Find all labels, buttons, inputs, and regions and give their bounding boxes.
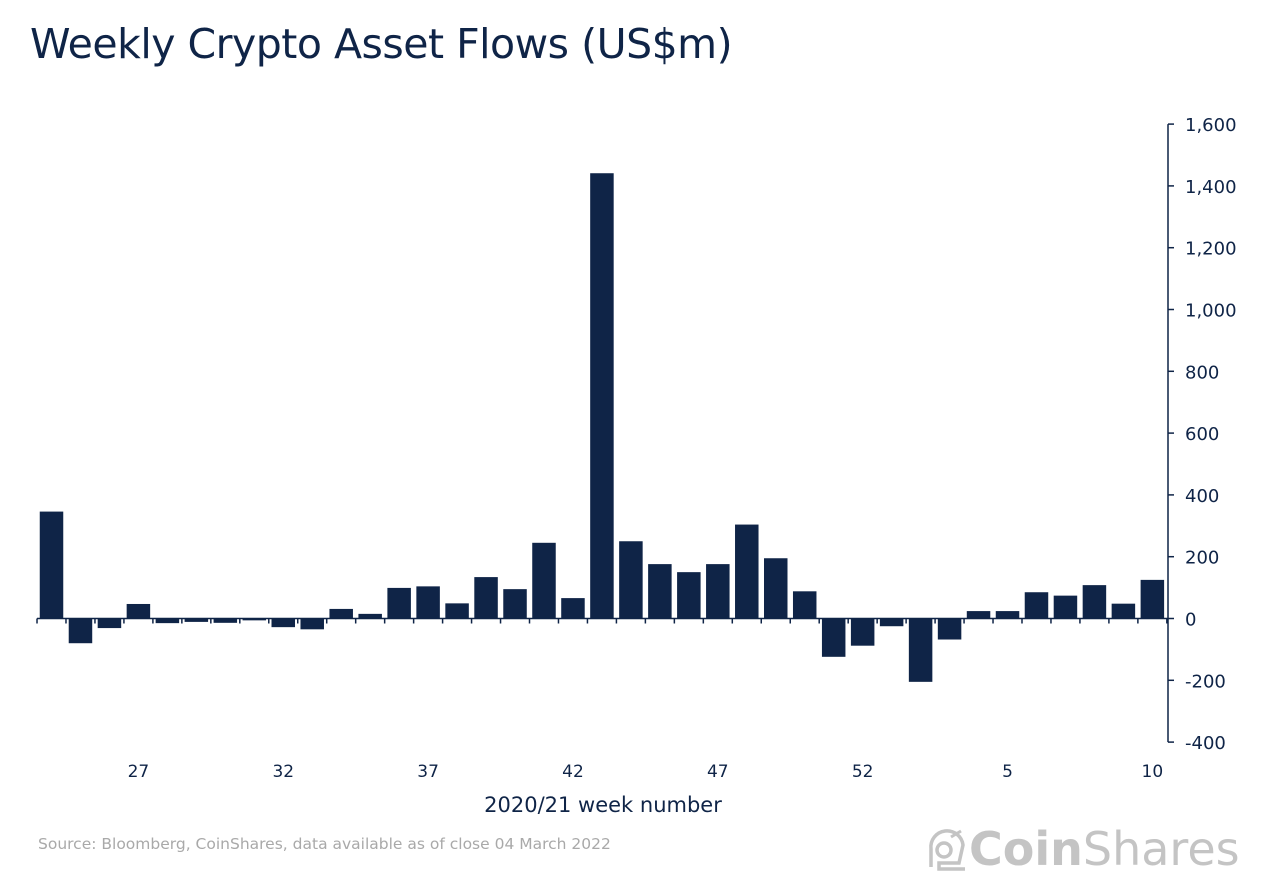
bar-week-39	[474, 577, 498, 619]
bar-week-10	[1140, 579, 1165, 619]
y-tick-label: 0	[1185, 610, 1196, 631]
bar-week-31	[242, 618, 267, 621]
bar-week-34	[329, 608, 353, 619]
bar-week-50	[792, 591, 817, 619]
bar-week-5	[995, 611, 1020, 619]
bar-week-40	[503, 589, 527, 619]
bar-week-35	[358, 613, 382, 619]
bar-week-3	[937, 618, 962, 640]
bar-week-52	[850, 618, 875, 646]
x-tick-label: 10	[1142, 762, 1164, 782]
bar-week-41	[532, 542, 556, 619]
y-tick-label: -400	[1185, 733, 1226, 754]
x-tick-label: 47	[707, 762, 729, 782]
bar-week-47	[706, 564, 730, 619]
bar-week-42	[561, 598, 585, 619]
bar-week-25	[68, 618, 93, 644]
bar-week-51	[821, 618, 846, 657]
x-tick-label: 32	[272, 762, 294, 782]
bar-week-33	[300, 618, 324, 630]
bar-week-26	[97, 618, 122, 629]
bar-week-48	[735, 524, 759, 619]
y-tick-label: 600	[1185, 424, 1219, 445]
bar-week-8	[1082, 585, 1107, 619]
bar-week-28	[155, 618, 180, 624]
bar-week-37	[416, 586, 440, 619]
bar-week-29	[184, 618, 209, 622]
y-tick-label: 400	[1185, 486, 1219, 507]
logo-wordmark: CoinShares	[969, 822, 1240, 876]
bar-week-9	[1111, 603, 1136, 619]
y-tick-label: 1,400	[1185, 177, 1237, 198]
coinshares-logo: CoinShares	[925, 822, 1240, 876]
bar-week-49	[764, 558, 788, 619]
y-tick-label: 200	[1185, 548, 1219, 569]
y-tick-label: -200	[1185, 671, 1226, 692]
bar-week-4	[966, 611, 991, 619]
x-tick-label: 5	[1002, 762, 1013, 782]
bar-week-2	[908, 618, 933, 682]
chart-title: Weekly Crypto Asset Flows (US$m)	[30, 20, 733, 68]
bar-week-36	[387, 587, 411, 619]
bar-week-44	[619, 541, 643, 619]
bar-week-43	[590, 173, 614, 619]
bar-week-46	[677, 572, 701, 619]
x-tick-label: 37	[417, 762, 439, 782]
bar-week-45	[648, 564, 672, 619]
y-tick-label: 1,200	[1185, 239, 1237, 260]
bar-week-38	[445, 603, 469, 619]
bar-week-30	[213, 618, 238, 623]
bar-week-7	[1053, 595, 1078, 619]
y-tick-label: 1,600	[1185, 115, 1237, 136]
x-tick-label: 52	[852, 762, 874, 782]
x-axis-label: 2020/21 week number	[484, 793, 722, 817]
source-note: Source: Bloomberg, CoinShares, data avai…	[38, 835, 611, 853]
bar-week-24	[39, 511, 64, 619]
bar-week-32	[271, 618, 296, 628]
x-tick-label: 27	[128, 762, 150, 782]
bar-week-6	[1024, 592, 1049, 619]
bar-week-27	[126, 603, 151, 619]
bar-week-1	[879, 618, 904, 627]
astronaut-helmet-icon	[929, 829, 965, 871]
y-tick-label: 800	[1185, 362, 1219, 383]
x-tick-label: 42	[562, 762, 584, 782]
y-tick-label: 1,000	[1185, 301, 1237, 322]
bar-chart: 27 32 37 42 47 52 5 10 2020/21 week number -400 -2…	[36, 115, 1237, 817]
